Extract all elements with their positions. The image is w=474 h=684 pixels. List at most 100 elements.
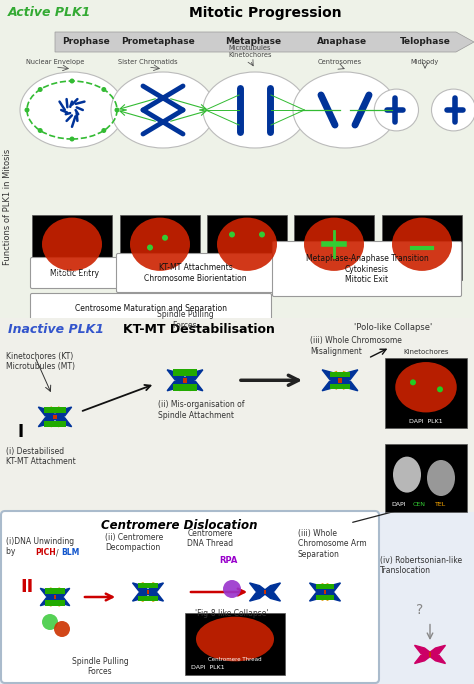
Text: Active PLK1: Active PLK1 <box>8 6 91 19</box>
Ellipse shape <box>392 218 452 271</box>
Polygon shape <box>249 583 265 594</box>
Bar <box>264 590 266 594</box>
FancyBboxPatch shape <box>30 328 272 354</box>
Ellipse shape <box>54 621 70 637</box>
Circle shape <box>223 580 241 598</box>
Bar <box>385 358 467 428</box>
Text: (ii) Mis-organisation of
Spindle Attachment: (ii) Mis-organisation of Spindle Attachm… <box>158 400 245 420</box>
Circle shape <box>259 231 265 237</box>
Text: Anaphase: Anaphase <box>317 38 367 47</box>
Polygon shape <box>325 583 340 594</box>
Text: Prophase: Prophase <box>62 38 110 47</box>
Text: /: / <box>56 548 59 557</box>
Text: CEN: CEN <box>413 502 426 507</box>
Ellipse shape <box>431 89 474 131</box>
Polygon shape <box>322 378 340 391</box>
FancyBboxPatch shape <box>30 257 118 289</box>
Text: Centromere Thread: Centromere Thread <box>208 657 262 662</box>
Bar <box>330 384 350 389</box>
Ellipse shape <box>20 72 124 148</box>
Polygon shape <box>322 370 340 383</box>
Polygon shape <box>55 407 72 419</box>
Text: Spindle Pulling
Forces: Spindle Pulling Forces <box>156 311 213 330</box>
Polygon shape <box>415 653 430 663</box>
Bar <box>316 595 334 600</box>
Bar <box>183 378 187 383</box>
Text: PICH: PICH <box>35 548 56 557</box>
Circle shape <box>410 380 416 385</box>
Text: Telophase: Telophase <box>400 38 450 47</box>
FancyBboxPatch shape <box>30 293 272 322</box>
Ellipse shape <box>304 218 364 271</box>
Polygon shape <box>133 590 148 601</box>
Text: Mitotic Progression: Mitotic Progression <box>189 6 342 20</box>
Polygon shape <box>310 583 325 594</box>
Circle shape <box>162 235 168 241</box>
Text: Functions of PLK1 in Mitosis: Functions of PLK1 in Mitosis <box>3 148 12 265</box>
Circle shape <box>437 386 443 393</box>
Polygon shape <box>38 415 55 427</box>
Polygon shape <box>265 590 281 601</box>
Circle shape <box>70 137 74 142</box>
Bar <box>120 215 200 280</box>
Circle shape <box>229 231 235 237</box>
Polygon shape <box>249 590 265 601</box>
Text: 'Polo-like Collapse': 'Polo-like Collapse' <box>354 323 433 332</box>
Bar <box>330 371 350 377</box>
Text: BLM: BLM <box>61 548 79 557</box>
Bar <box>45 588 65 594</box>
Text: Inactive PLK1: Inactive PLK1 <box>8 323 104 336</box>
Ellipse shape <box>203 72 307 148</box>
Bar <box>137 583 158 588</box>
Text: TEL: TEL <box>435 502 446 507</box>
FancyArrow shape <box>55 32 474 52</box>
Bar <box>54 595 56 599</box>
Polygon shape <box>55 415 72 427</box>
FancyBboxPatch shape <box>0 512 474 684</box>
Text: Prometaphase: Prometaphase <box>121 38 195 47</box>
Text: Midbody: Midbody <box>411 59 439 65</box>
Ellipse shape <box>42 218 102 271</box>
Bar <box>338 378 342 383</box>
Ellipse shape <box>42 614 58 630</box>
Text: Metaphase: Metaphase <box>225 38 281 47</box>
Circle shape <box>37 87 43 92</box>
Polygon shape <box>265 583 281 594</box>
Text: Centromere
DNA Thread: Centromere DNA Thread <box>187 529 233 549</box>
Ellipse shape <box>130 218 190 271</box>
Polygon shape <box>340 370 358 383</box>
Text: KT-MT Destabilisation: KT-MT Destabilisation <box>123 323 275 336</box>
Polygon shape <box>185 370 203 383</box>
Polygon shape <box>167 378 185 391</box>
Text: Midzone: Midzone <box>321 271 347 276</box>
Text: Centromere Dislocation: Centromere Dislocation <box>100 519 257 532</box>
Text: (iii) Whole
Chromosome Arm
Separation: (iii) Whole Chromosome Arm Separation <box>298 529 366 559</box>
Text: Sister Chromatids: Sister Chromatids <box>118 59 178 65</box>
Bar <box>173 384 197 391</box>
Bar <box>54 415 56 419</box>
Text: DAPI  PLK1: DAPI PLK1 <box>191 665 225 670</box>
Polygon shape <box>148 583 164 594</box>
Text: CENTROMERE PROTECTION: CENTROMERE PROTECTION <box>92 337 210 345</box>
Text: Metaphase-Anaphase Transition
Cytokinesis
Mitotic Exit: Metaphase-Anaphase Transition Cytokinesi… <box>306 254 428 284</box>
Bar <box>294 215 374 280</box>
Bar <box>385 444 467 512</box>
Bar <box>44 407 66 413</box>
Circle shape <box>147 244 153 250</box>
Polygon shape <box>430 645 446 657</box>
Bar <box>137 596 158 601</box>
Ellipse shape <box>427 460 455 496</box>
Text: Kinetochores (KT)
Microtubules (MT): Kinetochores (KT) Microtubules (MT) <box>6 352 75 371</box>
Ellipse shape <box>293 72 397 148</box>
Text: DAPI  PLK1: DAPI PLK1 <box>409 419 443 424</box>
Polygon shape <box>148 590 164 601</box>
Text: Nuclear Envelope: Nuclear Envelope <box>26 59 84 65</box>
Text: Centrosome Maturation and Separation: Centrosome Maturation and Separation <box>75 304 227 313</box>
Text: I: I <box>18 423 24 441</box>
Text: Kinetochores: Kinetochores <box>403 349 449 355</box>
Bar <box>185 613 285 675</box>
Ellipse shape <box>196 617 274 661</box>
Text: DAPI: DAPI <box>391 502 405 507</box>
Text: (i) Destabilised
KT-MT Attachment: (i) Destabilised KT-MT Attachment <box>6 447 76 466</box>
Polygon shape <box>167 370 185 383</box>
